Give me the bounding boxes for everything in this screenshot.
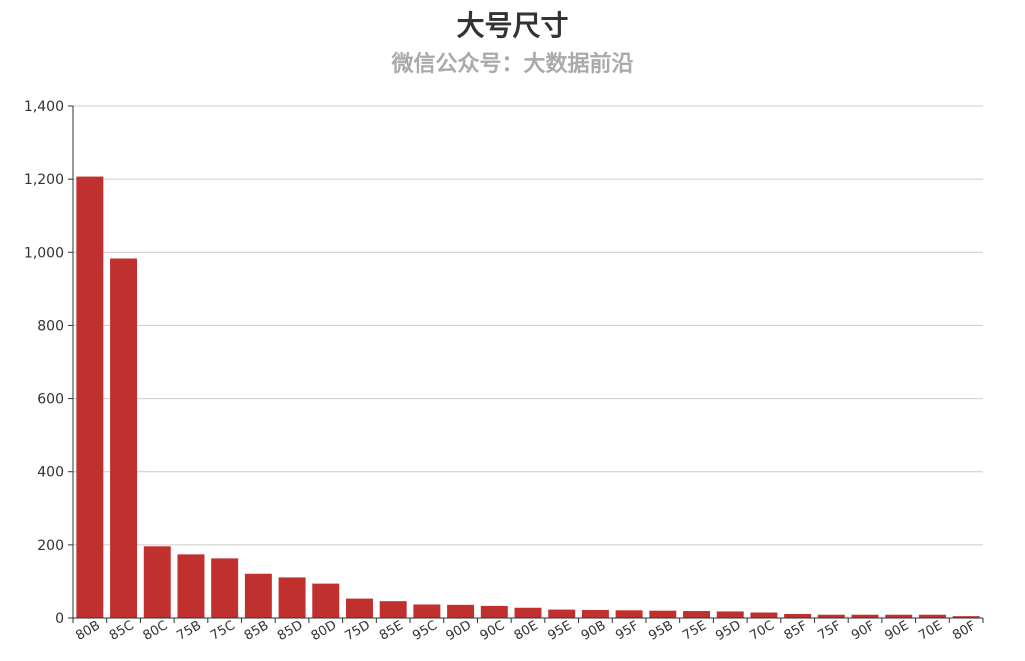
- bar-90B[interactable]: [581, 609, 609, 618]
- x-tick-label: 90F: [849, 618, 877, 643]
- x-tick-label: 75B: [174, 618, 204, 644]
- x-tick-label: 80D: [309, 618, 340, 644]
- x-tick-label: 85F: [782, 618, 810, 643]
- bar-85E[interactable]: [379, 601, 407, 618]
- x-tick-label: 95C: [410, 618, 440, 644]
- x-axis-ticks: 80B 85C 80C 75B 75C 85B 85D 80D 75D 85E 95C 90D 90C 8…: [73, 618, 978, 644]
- x-tick-label: 80F: [950, 618, 978, 643]
- bar-70C[interactable]: [750, 612, 778, 618]
- bar-75E[interactable]: [683, 611, 710, 618]
- x-tick-label: 85D: [275, 618, 306, 644]
- x-tick-label: 90C: [478, 618, 508, 644]
- chart-title: 大号尺寸: [456, 9, 569, 42]
- bar-75F[interactable]: [817, 614, 845, 618]
- y-tick-label: 1,200: [24, 172, 64, 188]
- bar-90E[interactable]: [885, 614, 913, 618]
- bar-95C[interactable]: [413, 604, 441, 618]
- bar-75B[interactable]: [177, 554, 205, 618]
- bar-90D[interactable]: [447, 604, 475, 618]
- y-tick-label: 800: [37, 318, 64, 334]
- x-tick-label: 75C: [208, 618, 238, 644]
- x-tick-label: 85B: [242, 618, 272, 644]
- x-tick-label: 90B: [579, 618, 609, 644]
- axes: [68, 105, 984, 623]
- x-tick-label: 80C: [141, 618, 171, 644]
- y-tick-label: 200: [37, 538, 64, 554]
- y-tick-label: 600: [37, 392, 64, 408]
- x-tick-label: 80E: [512, 618, 541, 643]
- x-tick-label: 85E: [377, 618, 406, 643]
- bar-80C[interactable]: [143, 546, 171, 618]
- x-tick-label: 95F: [613, 618, 641, 643]
- bar-90F[interactable]: [851, 614, 879, 618]
- y-tick-label: 0: [55, 611, 64, 627]
- x-tick-label: 70E: [916, 618, 945, 643]
- x-tick-label: 90E: [883, 618, 912, 643]
- grid-lines: [73, 105, 983, 546]
- x-tick-label: 80B: [73, 618, 103, 644]
- bar-80D[interactable]: [312, 583, 340, 618]
- bar-80B[interactable]: [76, 176, 104, 618]
- bars: [76, 176, 980, 618]
- bar-70E[interactable]: [918, 614, 946, 618]
- x-tick-label: 85C: [107, 618, 137, 644]
- x-tick-label: 75E: [680, 618, 709, 643]
- y-tick-label: 1,000: [24, 245, 64, 261]
- bar-95B[interactable]: [649, 610, 677, 618]
- bar-90C[interactable]: [480, 605, 508, 618]
- bar-75D[interactable]: [346, 598, 373, 618]
- x-tick-label: 95E: [545, 618, 574, 643]
- bar-95D[interactable]: [716, 611, 744, 618]
- x-tick-label: 90D: [444, 618, 475, 644]
- bar-80E[interactable]: [514, 607, 542, 618]
- bar-85D[interactable]: [278, 577, 306, 618]
- bar-85F[interactable]: [784, 613, 812, 618]
- x-tick-label: 70C: [747, 618, 777, 644]
- bar-85C[interactable]: [110, 258, 138, 618]
- x-tick-label: 75F: [815, 618, 843, 643]
- bar-85B[interactable]: [244, 573, 272, 618]
- bar-95E[interactable]: [548, 609, 576, 618]
- y-axis-ticks: 0 200 400 600 800 1,000 1,200 1,400: [24, 99, 64, 627]
- x-tick-label: 75D: [342, 618, 373, 644]
- bar-95F[interactable]: [615, 610, 643, 618]
- bar-75C[interactable]: [211, 558, 239, 618]
- chart-subtitle: 微信公众号：大数据前沿: [391, 52, 634, 77]
- bar-80F[interactable]: [952, 616, 980, 618]
- x-tick-label: 95B: [646, 618, 676, 644]
- y-tick-label: 400: [37, 465, 64, 481]
- x-tick-label: 95D: [713, 618, 744, 644]
- y-tick-label: 1,400: [24, 99, 64, 115]
